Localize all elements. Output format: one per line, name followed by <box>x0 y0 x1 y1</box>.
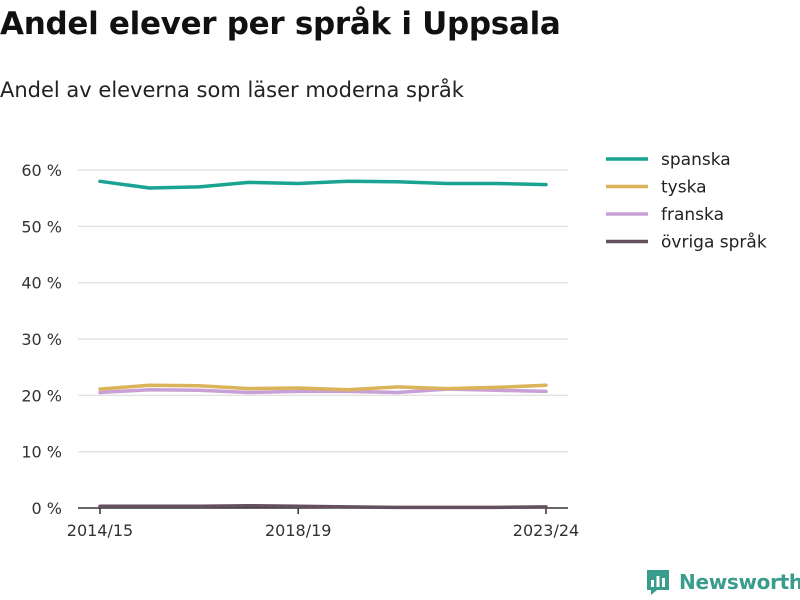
legend-label: spanska <box>661 150 731 170</box>
y-tick-label: 60 % <box>21 161 62 180</box>
legend-label: övriga språk <box>661 232 767 253</box>
x-axis: 2014/15 2018/19 2023/24 <box>67 507 579 540</box>
y-tick-label: 40 % <box>21 274 62 293</box>
chart-subtitle: Andel av eleverna som läser moderna språ… <box>0 78 464 102</box>
y-tick-label: 0 % <box>32 499 62 518</box>
series-line-tyska <box>98 383 548 392</box>
y-tick-label: 30 % <box>21 330 62 349</box>
brand-name: Newsworthy <box>679 570 800 594</box>
bar-chart-speech-bubble-icon <box>647 570 669 595</box>
series-lines <box>98 179 548 510</box>
gridlines <box>78 169 568 453</box>
y-axis-ticks: 0 % 10 % 20 % 30 % 40 % 50 % 60 % <box>21 161 62 518</box>
x-tick-label: 2014/15 <box>67 521 133 540</box>
series-line-spanska <box>98 179 548 190</box>
y-tick-label: 50 % <box>21 217 62 236</box>
legend: spanska tyska franska övriga språk <box>606 150 767 253</box>
legend-label: franska <box>661 205 724 225</box>
series-line-övriga-språk <box>98 503 548 510</box>
y-tick-label: 10 % <box>21 443 62 462</box>
x-tick-label: 2023/24 <box>513 521 579 540</box>
x-tick-label: 2018/19 <box>265 521 331 540</box>
y-tick-label: 20 % <box>21 386 62 405</box>
legend-label: tyska <box>661 178 707 198</box>
newsworthy-brand: Newsworthy <box>645 568 800 596</box>
chart-title: Andel elever per språk i Uppsala <box>0 6 561 42</box>
